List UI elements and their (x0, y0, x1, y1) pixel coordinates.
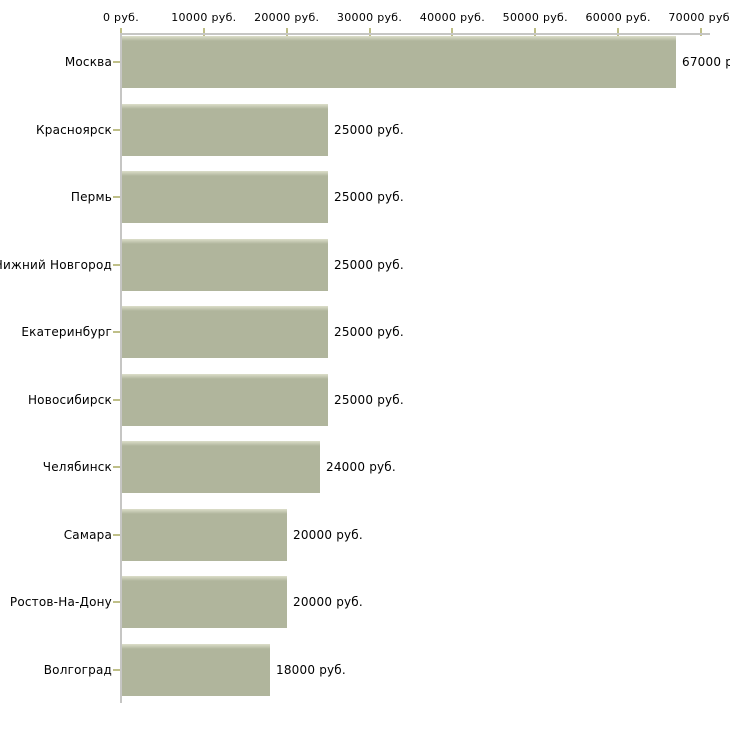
y-tick-mark (113, 61, 120, 63)
bar (122, 238, 328, 291)
bar (122, 171, 328, 224)
bar (122, 306, 328, 359)
x-tick-label: 40000 руб. (419, 11, 486, 24)
y-tick-mark (113, 128, 120, 131)
x-tick-mark (368, 28, 371, 36)
x-tick-label: 30000 руб. (336, 11, 403, 24)
category-label: Москва (64, 55, 112, 69)
x-tick-label: 20000 руб. (254, 11, 320, 24)
bar-value-label: 18000 руб. (276, 662, 346, 677)
bar (122, 508, 287, 561)
y-tick-mark (113, 601, 120, 604)
x-tick-label: 0 руб. (102, 11, 140, 24)
bar (122, 441, 320, 494)
category-label: Челябинск (42, 460, 112, 475)
category-label: Самара (63, 527, 112, 542)
x-tick-mark (534, 28, 537, 36)
category-label: Пермь (70, 190, 112, 205)
y-tick-mark (113, 196, 120, 199)
x-tick-mark (202, 28, 205, 36)
bar (122, 576, 287, 629)
category-label: Нижний Новгород (0, 257, 112, 272)
x-tick-label: 70000 руб. (668, 11, 730, 24)
y-tick-mark (113, 668, 120, 671)
category-label: Екатеринбург (21, 325, 112, 340)
category-label: Новосибирск (27, 392, 112, 407)
bar-value-label: 24000 руб. (326, 460, 396, 475)
y-tick-mark (113, 398, 120, 401)
x-tick-label: 50000 руб. (502, 11, 568, 24)
category-label: Красноярск (36, 122, 112, 137)
y-tick-mark (113, 263, 120, 266)
bar-value-label: 67000 руб. (682, 55, 730, 69)
x-tick-mark (700, 28, 702, 36)
y-tick-mark (113, 533, 120, 536)
bar-value-label: 25000 руб. (334, 392, 404, 407)
category-label: Волгоград (43, 662, 112, 677)
x-tick-mark (285, 28, 288, 36)
x-axis-line (120, 33, 710, 35)
x-tick-label: 60000 руб. (585, 11, 651, 24)
bar-value-label: 25000 руб. (334, 257, 404, 272)
bar (122, 643, 270, 696)
bar-value-label: 25000 руб. (334, 325, 404, 340)
x-tick-mark (120, 28, 122, 36)
bar-value-label: 20000 руб. (293, 595, 363, 610)
bar-value-label: 20000 руб. (293, 527, 363, 542)
x-tick-mark (617, 28, 620, 36)
y-tick-mark (113, 466, 120, 469)
y-axis-line (120, 33, 122, 703)
bar (122, 373, 328, 426)
y-tick-mark (113, 331, 120, 334)
bar-value-label: 25000 руб. (334, 190, 404, 205)
x-tick-mark (451, 28, 454, 36)
bar (122, 36, 676, 88)
category-label: Ростов-На-Дону (9, 595, 112, 610)
x-tick-label: 10000 руб. (171, 11, 237, 24)
bar (122, 103, 328, 156)
bar-value-label: 25000 руб. (334, 122, 404, 137)
